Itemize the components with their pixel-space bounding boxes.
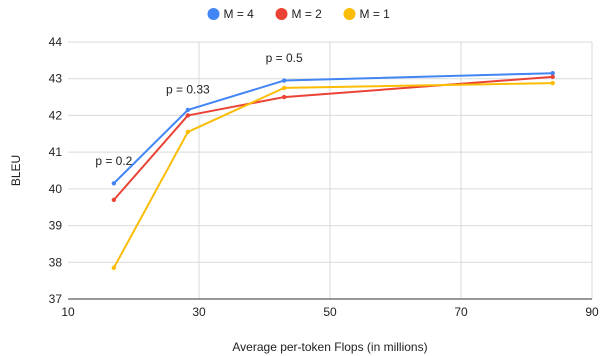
y-tick-label: 43 <box>49 72 63 86</box>
series-line <box>113 72 553 185</box>
data-point <box>185 107 191 113</box>
data-point <box>550 74 555 80</box>
data-point <box>281 85 287 91</box>
x-tick-label: 70 <box>454 305 468 319</box>
y-tick-label: 38 <box>49 255 63 269</box>
y-tick-label: 41 <box>49 145 63 159</box>
series-line <box>112 82 553 269</box>
data-point <box>550 71 555 76</box>
legend-item: M = 2 <box>275 7 323 21</box>
x-tick-label: 90 <box>585 305 599 319</box>
x-tick-label: 50 <box>323 305 337 319</box>
data-point <box>111 197 117 203</box>
data-point <box>550 80 555 86</box>
series-m1 <box>111 80 555 270</box>
legend-item: M = 1 <box>343 7 391 21</box>
y-tick-label: 42 <box>49 108 63 122</box>
legend-label: M = 1 <box>360 7 391 21</box>
series-line <box>113 75 553 201</box>
legend-label: M = 2 <box>292 7 323 21</box>
data-point <box>185 113 191 118</box>
y-axis-ticks: 37 38 39 40 41 42 43 44 <box>49 35 63 306</box>
y-tick-label: 44 <box>49 35 63 49</box>
data-point <box>281 94 287 100</box>
x-axis-ticks: 10 30 50 70 90 <box>61 305 599 319</box>
y-tick-label: 39 <box>49 219 63 233</box>
x-tick-label: 30 <box>192 305 206 319</box>
annotation-label: p = 0.5 <box>266 51 303 65</box>
x-axis-title: Average per-token Flops (in millions) <box>232 340 427 354</box>
y-tick-label: 37 <box>49 292 63 306</box>
data-point <box>185 129 191 135</box>
x-tick-label: 10 <box>61 305 75 319</box>
legend-marker <box>275 8 288 20</box>
series-group <box>111 71 555 270</box>
series-m4 <box>111 71 555 186</box>
legend-item: M = 4 <box>207 7 255 21</box>
legend-marker <box>207 8 220 20</box>
legend-label: M = 4 <box>224 7 255 21</box>
data-point <box>281 78 287 83</box>
annotations: p = 0.2 p = 0.33 p = 0.5 <box>95 51 303 168</box>
annotation-label: p = 0.2 <box>95 154 132 168</box>
y-axis-title: BLEU <box>9 155 23 186</box>
annotation-label: p = 0.33 <box>166 82 210 96</box>
data-point <box>111 181 117 186</box>
y-tick-label: 40 <box>49 182 63 196</box>
legend: M = 4 M = 2 M = 1 <box>207 7 391 21</box>
legend-marker <box>343 8 356 20</box>
data-point <box>111 265 117 270</box>
series-m2 <box>111 74 555 203</box>
